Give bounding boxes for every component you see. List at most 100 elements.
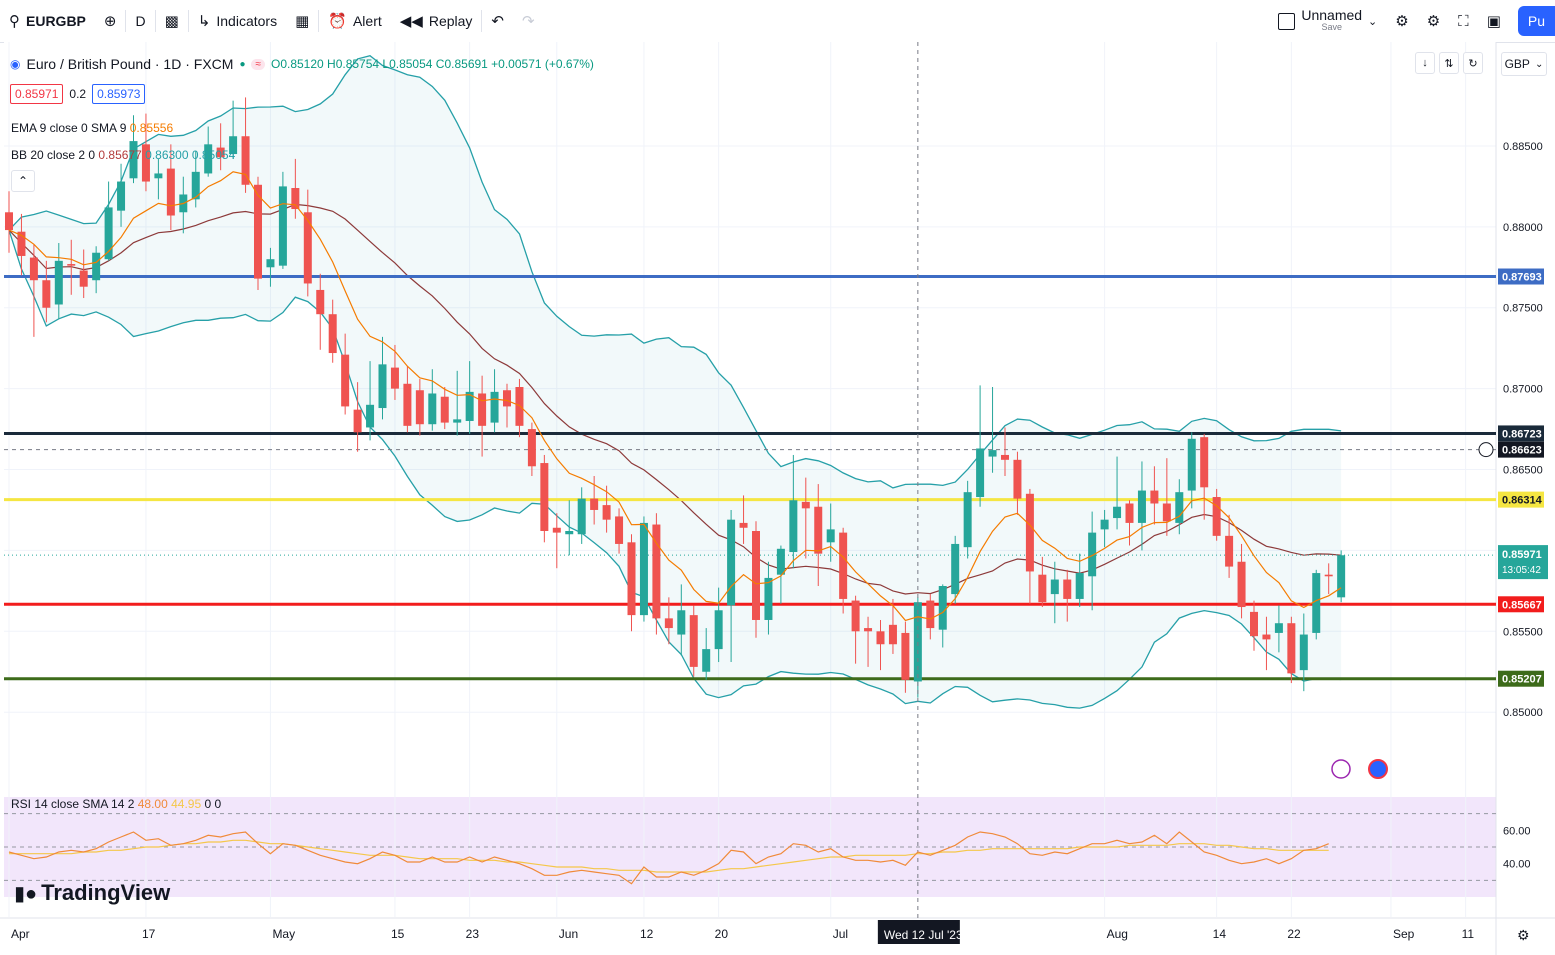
level-label-0.85207-bg [1498, 670, 1544, 687]
candle-body [465, 391, 474, 421]
alert-button[interactable]: ⏰ Alert [319, 0, 390, 42]
x-tick-label: 23 [466, 927, 480, 941]
plus-circle-icon: ⊕ [103, 13, 117, 30]
replay-button[interactable]: ◀◀ Replay [391, 0, 482, 42]
x-tick-label: 22 [1287, 927, 1301, 941]
publish-button[interactable]: Pu [1517, 6, 1555, 36]
redo-button[interactable]: ↷ [513, 0, 544, 42]
candle-body [739, 522, 748, 528]
rsi-label: RSI 14 close SMA 14 2 [11, 797, 135, 811]
candle-body [129, 141, 138, 179]
candle-body [1337, 555, 1346, 598]
candle-body [341, 354, 350, 407]
level-label-0.85667: 0.85667 [1502, 599, 1542, 611]
candle-body [714, 610, 723, 650]
candle-body [565, 530, 574, 535]
x-tick-label: Jun [559, 927, 578, 941]
indicator-chip-icon: ≈ [251, 58, 265, 70]
bb-basis-value: 0.85677 [98, 148, 142, 162]
candle-body [428, 393, 437, 425]
candle-body [789, 500, 798, 553]
level-label-0.86723-bg [1498, 425, 1544, 442]
ohlc-values: O0.85120 H0.85754 L0.85054 C0.85691 +0.0… [270, 57, 594, 71]
y-tick-label: 0.86500 [1503, 465, 1543, 477]
candle-body [1001, 454, 1009, 460]
candle-body [627, 542, 636, 616]
last-price-label: 0.85971 [1502, 549, 1542, 561]
rsi-legend[interactable]: RSI 14 close SMA 14 2 48.00 44.95 0 0 [11, 797, 221, 811]
candle-body [664, 618, 673, 629]
candle-body [1088, 532, 1097, 577]
chart-type-button[interactable]: ▩ [156, 0, 188, 42]
quick-search-icon: ⚙︎ [1395, 13, 1409, 30]
candle-body [478, 393, 487, 426]
y-tick-label: 0.88500 [1503, 141, 1543, 153]
x-tick-label: Apr [11, 927, 30, 941]
time-axis-settings-icon: ⚙ [1517, 927, 1530, 943]
layout-menu[interactable]: Unnamed Save ⌄ [1269, 0, 1386, 42]
rsi-tick-label: 60.00 [1503, 825, 1531, 837]
main-pane-bg [4, 42, 1496, 785]
arrow-down-icon: ↓ [1422, 57, 1428, 69]
candle-body [851, 600, 860, 632]
rsi-extra-2: 0 [214, 797, 222, 811]
scroll-down-button[interactable]: ↓ [1415, 52, 1435, 74]
candles-icon: ▩ [164, 13, 179, 30]
candle-body [552, 527, 561, 533]
quick-search-button[interactable]: ⚙︎ [1386, 0, 1417, 42]
compare-button[interactable]: ⊕ [95, 0, 126, 42]
candle-body [901, 632, 910, 680]
templates-button[interactable]: ▦ [286, 0, 318, 42]
watermark-text: TradingView [41, 880, 171, 905]
settings-button[interactable]: ⚙ [1418, 0, 1449, 42]
candle-body [1324, 574, 1333, 577]
fullscreen-button[interactable]: ⛶ [1449, 0, 1478, 42]
y-tick-label: 0.87000 [1503, 384, 1543, 396]
ema-label: EMA 9 close 0 SMA 9 [11, 121, 127, 135]
buy-button[interactable]: 0.85973 [92, 84, 146, 104]
candle-body [440, 396, 449, 423]
rsi-tick-label: 40.00 [1503, 859, 1531, 871]
sell-button[interactable]: 0.85971 [10, 84, 64, 104]
candle-body [291, 188, 300, 210]
candle-body [1287, 623, 1296, 674]
rsi-value: 48.00 [137, 797, 168, 811]
x-tick-label: 14 [1213, 927, 1227, 941]
expand-icon: ⇅ [1444, 57, 1454, 70]
interval-button[interactable]: D [126, 0, 154, 42]
candle-body [577, 498, 586, 535]
symbol-label: EURGBP [26, 13, 86, 29]
candle-body [1274, 623, 1283, 633]
candle-body [117, 181, 126, 211]
ema-legend[interactable]: EMA 9 close 0 SMA 9 0.85556 [11, 121, 173, 135]
bb-legend[interactable]: BB 20 close 2 0 0.85677 0.86300 0.85054 [11, 148, 235, 162]
candle-body [602, 505, 611, 520]
chart-area[interactable]: 0.885000.880000.875000.870000.865000.860… [0, 42, 1555, 955]
indicators-button[interactable]: ↳ Indicators [189, 0, 286, 42]
reset-icon: ↻ [1468, 57, 1478, 70]
bb-label: BB 20 close 2 0 [11, 148, 96, 162]
candle-body [776, 548, 785, 575]
auto-scale-button[interactable]: ⇅ [1439, 52, 1459, 74]
countdown-label: 13:05:42 [1502, 565, 1541, 576]
candle-body [926, 600, 935, 629]
level-label-0.85207: 0.85207 [1502, 674, 1542, 686]
alarm-clock-icon: ⏰ [328, 13, 347, 30]
spread-value: 0.2 [69, 87, 87, 101]
candle-body [1113, 506, 1122, 519]
snapshot-button[interactable]: ▣ [1478, 0, 1510, 42]
tv-logo-icon: ▮● [14, 882, 38, 905]
candle-body [615, 516, 624, 544]
candle-body [54, 260, 63, 305]
reset-scale-button[interactable]: ↻ [1463, 52, 1483, 74]
collapse-legend-button[interactable]: ⌃ [11, 170, 35, 192]
gear-icon: ⚙ [1426, 13, 1441, 30]
top-toolbar: ⚲ EURGBP ⊕ D ▩ ↳ Indicators ▦ ⏰ Alert ◀◀… [0, 0, 1555, 43]
currency-selector[interactable]: GBP ⌄ [1501, 52, 1547, 76]
trade-buttons: 0.85971 0.2 0.85973 [10, 84, 146, 104]
rsi-extra-1: 0 [204, 797, 212, 811]
symbol-search[interactable]: ⚲ EURGBP [0, 0, 95, 42]
undo-button[interactable]: ↶ [482, 0, 513, 42]
candle-body [67, 264, 76, 266]
candle-body [839, 532, 848, 599]
